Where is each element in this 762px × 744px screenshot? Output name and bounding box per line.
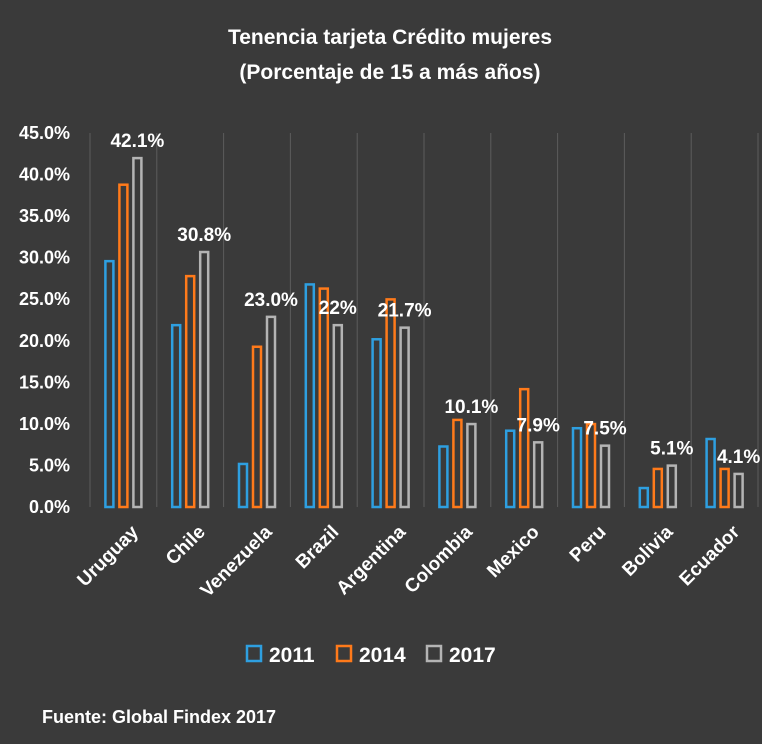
data-label: 7.5%	[583, 419, 626, 440]
x-tick-label: Bolivia	[618, 521, 677, 580]
y-axis: 0.0% 5.0% 10.0% 15.0% 20.0% 25.0% 30.0% 35.0% 40…	[19, 123, 70, 517]
bar-2017-brazil	[332, 323, 344, 509]
bar-2014-bolivia	[652, 467, 664, 509]
legend: 2011 2014 2017	[245, 644, 496, 667]
x-tick-label: Brazil	[292, 522, 343, 573]
bar-2017-ecuador	[733, 472, 744, 509]
y-tick-label: 35.0%	[19, 206, 70, 226]
bar-2017-bolivia	[666, 464, 678, 509]
data-label: 5.1%	[650, 439, 693, 460]
bar-2011-uruguay	[104, 259, 115, 509]
bar-2011-ecuador	[705, 437, 716, 509]
y-tick-label: 45.0%	[19, 123, 70, 143]
gridlines	[89, 133, 759, 507]
bar-2011-chile	[170, 323, 182, 509]
data-label: 4.1%	[717, 447, 760, 468]
bar-2017-peru	[599, 444, 611, 509]
legend-swatch-2011	[245, 644, 263, 663]
y-tick-label: 25.0%	[19, 289, 70, 309]
bar-2014-brazil	[318, 287, 330, 509]
y-tick-label: 10.0%	[19, 414, 70, 434]
data-label: 23.0%	[244, 290, 298, 311]
x-tick-label: Ecuador	[676, 521, 745, 590]
bar-2014-uruguay	[118, 183, 129, 509]
x-tick-label: Mexico	[483, 522, 543, 582]
legend-label-2014: 2014	[359, 644, 406, 667]
bar-2011-colombia	[438, 445, 449, 509]
legend-swatch-2017	[425, 644, 443, 663]
data-label: 30.8%	[177, 225, 231, 246]
y-tick-label: 20.0%	[19, 331, 70, 351]
x-tick-label: Chile	[162, 522, 210, 570]
bar-2011-venezuela	[237, 462, 249, 509]
bar-2011-mexico	[504, 429, 516, 509]
bar-2017-argentina	[399, 326, 410, 509]
bar-2011-argentina	[371, 338, 382, 509]
legend-label-2011: 2011	[269, 644, 315, 667]
legend-swatch-2014	[335, 644, 353, 663]
bar-2014-argentina	[385, 298, 396, 509]
x-tick-label: Argentina	[333, 521, 411, 599]
data-label: 7.9%	[517, 415, 560, 436]
x-tick-label: Uruguay	[74, 521, 144, 591]
source-note: Fuente: Global Findex 2017	[42, 707, 276, 727]
chart-subtitle: (Porcentaje de 15 a más años)	[239, 61, 540, 84]
bar-2014-chile	[184, 274, 196, 509]
data-labels: 42.1% 30.8% 23.0% 22% 21.7% 10.1% 7.9% 7.5% 5.1%…	[110, 131, 760, 468]
bar-2017-chile	[198, 250, 210, 509]
bar-2017-mexico	[532, 441, 544, 509]
bar-2017-venezuela	[265, 315, 277, 509]
x-tick-label: Peru	[566, 522, 611, 567]
x-tick-label: Venezuela	[197, 521, 277, 601]
data-label: 42.1%	[110, 131, 164, 152]
chart-title: Tenencia tarjeta Crédito mujeres	[228, 26, 552, 49]
bar-2011-bolivia	[638, 486, 650, 509]
bar-2014-peru	[585, 422, 597, 509]
y-tick-label: 40.0%	[19, 165, 70, 185]
y-tick-label: 15.0%	[19, 372, 70, 392]
data-label: 10.1%	[444, 397, 498, 418]
y-tick-label: 0.0%	[29, 497, 70, 517]
bar-2017-uruguay	[132, 156, 143, 509]
data-label: 21.7%	[378, 301, 432, 322]
data-label: 22%	[319, 298, 357, 319]
bar-2011-brazil	[304, 283, 316, 509]
bar-2014-venezuela	[251, 345, 263, 509]
bar-2017-colombia	[466, 422, 477, 509]
legend-label-2017: 2017	[449, 644, 496, 667]
bar-2014-mexico	[518, 387, 530, 509]
bar-2011-peru	[571, 426, 583, 509]
y-tick-label: 5.0%	[29, 455, 70, 475]
bar-2014-colombia	[452, 418, 463, 509]
y-tick-label: 30.0%	[19, 248, 70, 268]
bar-2014-ecuador	[719, 467, 730, 509]
bars	[104, 156, 744, 509]
x-tick-label: Colombia	[401, 521, 477, 597]
